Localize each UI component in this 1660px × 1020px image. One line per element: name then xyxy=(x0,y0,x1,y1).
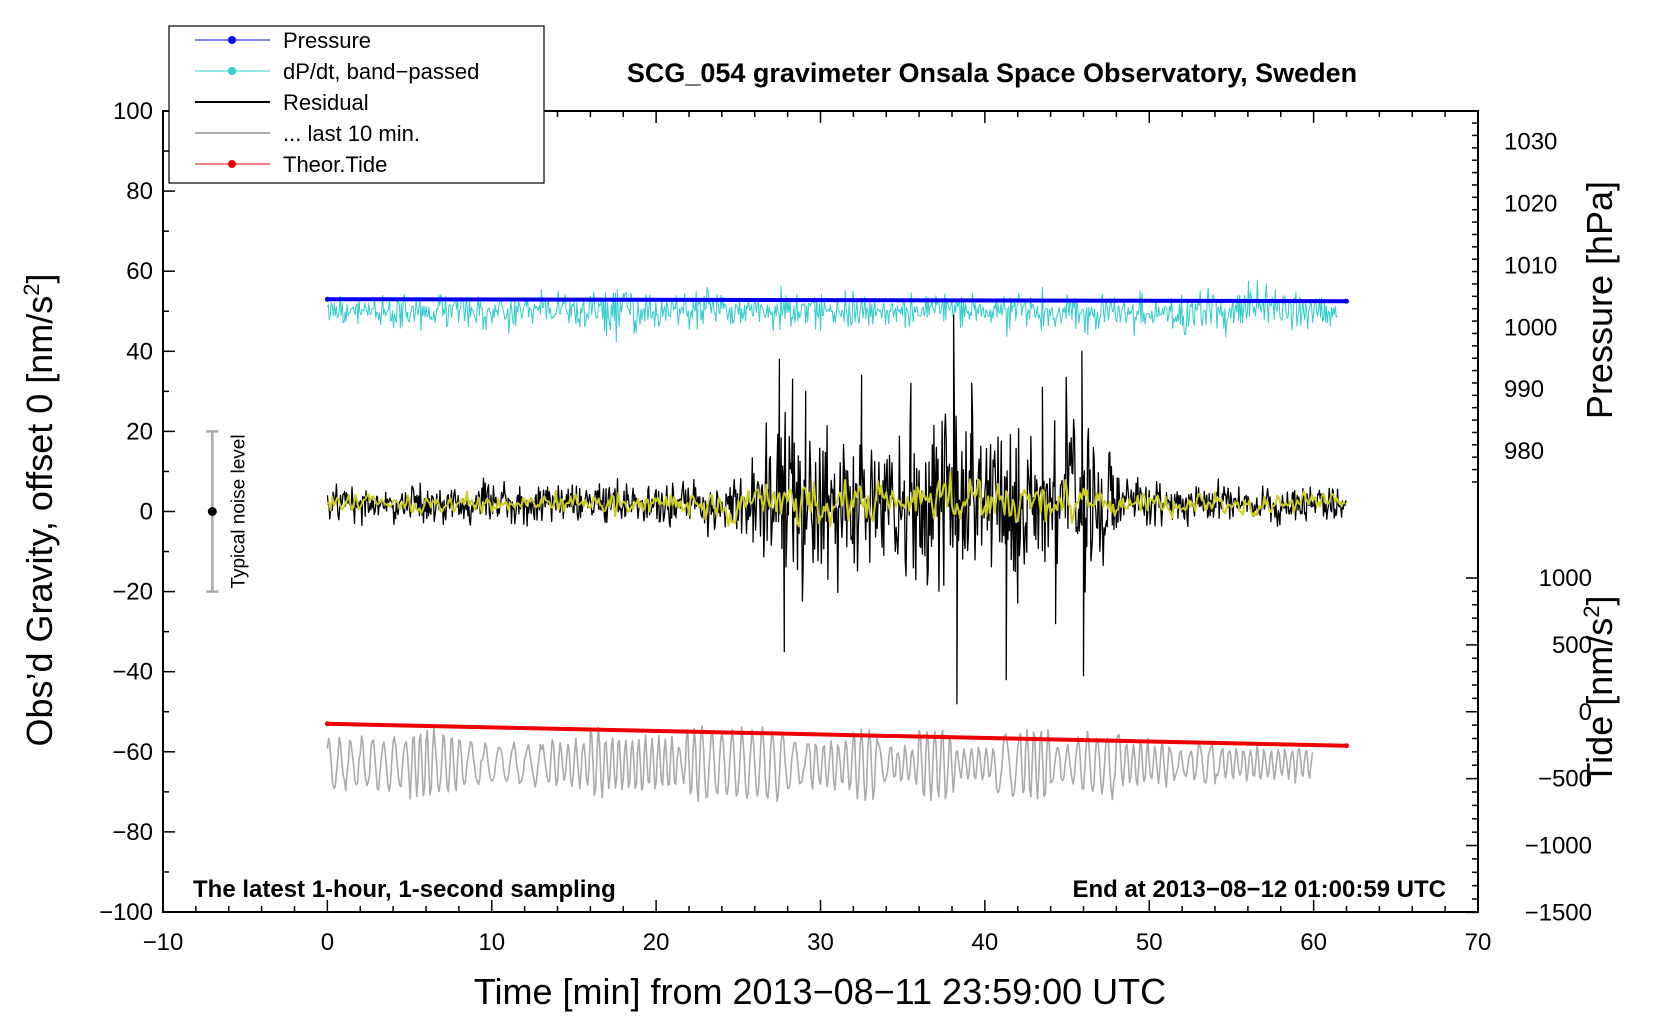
pressure-tick-label: 990 xyxy=(1504,376,1544,403)
legend-swatch-marker xyxy=(228,67,236,75)
y-axis-title-gravity: Obs’d Gravity, offset 0 [nm/s2] xyxy=(19,273,60,746)
tide-tick-label: 500 xyxy=(1552,632,1592,659)
legend-item: Theor.Tide xyxy=(195,152,387,177)
y-tick-label: 20 xyxy=(126,418,153,445)
pressure-tick-label: 980 xyxy=(1504,438,1544,465)
x-tick-label: 30 xyxy=(807,929,834,956)
series-tide-point xyxy=(324,721,330,727)
legend-label: Residual xyxy=(283,90,369,115)
legend-label: dP/dt, band−passed xyxy=(283,59,479,84)
y-tick-label: 100 xyxy=(113,98,153,125)
pressure-tick-label: 1030 xyxy=(1504,129,1557,156)
legend-item: dP/dt, band−passed xyxy=(195,59,479,84)
series-pressure-point xyxy=(324,296,330,302)
pressure-tick-label: 1010 xyxy=(1504,252,1557,279)
noise-bar-center-dot xyxy=(207,507,217,516)
legend-item: Pressure xyxy=(195,28,371,53)
y-axis-title-tide-sup: 2 xyxy=(1579,606,1604,618)
series-tide-point xyxy=(1344,743,1349,749)
y-tick-label: −20 xyxy=(112,579,153,606)
tide-tick-label: −1500 xyxy=(1525,899,1592,926)
y-axis-tide: 1000 500 0 −500 −1000 −1500 xyxy=(1466,565,1592,926)
chart-title: SCG_054 gravimeter Onsala Space Observat… xyxy=(627,58,1357,88)
x-tick-label: 40 xyxy=(972,929,999,956)
y-axis-title-tide: Tide [nm/s2] xyxy=(1579,596,1620,785)
legend-label: ... last 10 min. xyxy=(283,121,420,146)
x-tick-label: 50 xyxy=(1136,929,1163,956)
legend: Pressure dP/dt, band−passed Residual ... la… xyxy=(168,25,545,184)
legend-label: Theor.Tide xyxy=(283,152,387,177)
y-axis-pressure: 1030 1020 1010 1000 990 980 xyxy=(1472,122,1557,483)
tide-tick-label: 1000 xyxy=(1539,565,1592,592)
series-pressure-line xyxy=(327,297,1347,304)
y-tick-label: 40 xyxy=(126,338,153,365)
y-tick-label: −60 xyxy=(112,739,153,766)
y-axis-title-pressure: Pressure [hPa] xyxy=(1579,181,1620,419)
y-axis-title-tide-text: Tide [nm/s xyxy=(1579,618,1620,785)
series-tide-line xyxy=(327,721,1347,748)
legend-item: Residual xyxy=(195,90,369,115)
legend-swatch-marker xyxy=(228,160,236,168)
pressure-tick-label: 1000 xyxy=(1504,314,1557,341)
y-axis-title-tide-close: ] xyxy=(1579,596,1620,606)
pressure-tick-label: 1020 xyxy=(1504,191,1557,218)
legend-box xyxy=(168,25,545,184)
end-time-note: End at 2013−08−12 01:00:59 UTC xyxy=(1072,876,1446,903)
tide-tick-label: 0 xyxy=(1579,699,1592,726)
tide-tick-label: −500 xyxy=(1538,766,1592,793)
y-tick-label: 0 xyxy=(140,499,153,526)
x-tick-label: 0 xyxy=(321,929,334,956)
legend-label: Pressure xyxy=(283,28,371,53)
noise-bar-label: Typical noise level xyxy=(228,434,249,588)
series-pressure-point xyxy=(1344,298,1349,304)
y-axis-title-gravity-text: Obs’d Gravity, offset 0 [nm/s xyxy=(19,296,60,747)
series-dpdt-line xyxy=(326,279,1338,343)
x-tick-label: 10 xyxy=(478,929,505,956)
tide-tick-label: −1000 xyxy=(1525,833,1592,860)
x-axis: −10 0 10 20 30 40 50 60 70 xyxy=(143,111,1492,956)
legend-swatch-marker xyxy=(228,36,236,44)
x-tick-label: 60 xyxy=(1300,929,1327,956)
x-tick-label: 20 xyxy=(643,929,670,956)
y-axis-title-gravity-sup: 2 xyxy=(19,283,44,295)
y-axis-title-gravity-close: ] xyxy=(19,273,60,283)
data-series-group xyxy=(324,279,1349,803)
x-axis-title: Time [min] from 2013−08−11 23:59:00 UTC xyxy=(474,971,1166,1012)
y-tick-label: 60 xyxy=(126,258,153,285)
series-last10-line xyxy=(326,725,1314,803)
y-tick-label: −80 xyxy=(112,819,153,846)
y-tick-label: 80 xyxy=(126,178,153,205)
x-tick-label: 70 xyxy=(1465,929,1492,956)
y-tick-label: −40 xyxy=(112,659,153,686)
legend-item: ... last 10 min. xyxy=(195,121,420,146)
sampling-note: The latest 1-hour, 1-second sampling xyxy=(193,876,616,903)
y-tick-label: −100 xyxy=(99,899,153,926)
noise-indicator: Typical noise level xyxy=(206,430,249,593)
x-tick-label: −10 xyxy=(143,929,184,956)
series-residual-smoothed-line xyxy=(327,470,1346,528)
series-residual-line xyxy=(326,314,1348,705)
